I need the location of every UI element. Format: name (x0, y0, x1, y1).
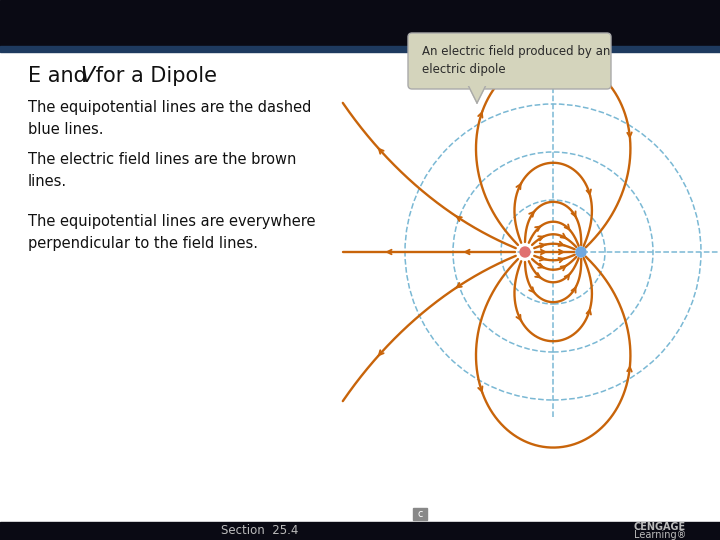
Bar (413, 508, 427, 520)
Text: E and: E and (28, 66, 94, 86)
Text: for a Dipole: for a Dipole (89, 66, 217, 86)
Text: Section  25.4: Section 25.4 (221, 524, 299, 537)
Text: Learning®: Learning® (634, 530, 686, 540)
Text: c: c (418, 509, 423, 519)
Text: V: V (80, 66, 94, 86)
Text: An electric field produced by an
electric dipole: An electric field produced by an electri… (422, 45, 611, 76)
Bar (0, 46, 720, 52)
Bar (0, 522, 720, 540)
Text: The equipotential lines are the dashed
blue lines.: The equipotential lines are the dashed b… (28, 100, 311, 137)
Text: The equipotential lines are everywhere
perpendicular to the field lines.: The equipotential lines are everywhere p… (28, 214, 315, 251)
Circle shape (576, 247, 586, 257)
Bar (0, 0, 720, 46)
FancyBboxPatch shape (408, 33, 611, 89)
Circle shape (520, 247, 530, 257)
Polygon shape (468, 85, 486, 103)
Text: The electric field lines are the brown
lines.: The electric field lines are the brown l… (28, 152, 297, 188)
Text: CENGAGE: CENGAGE (634, 522, 686, 532)
